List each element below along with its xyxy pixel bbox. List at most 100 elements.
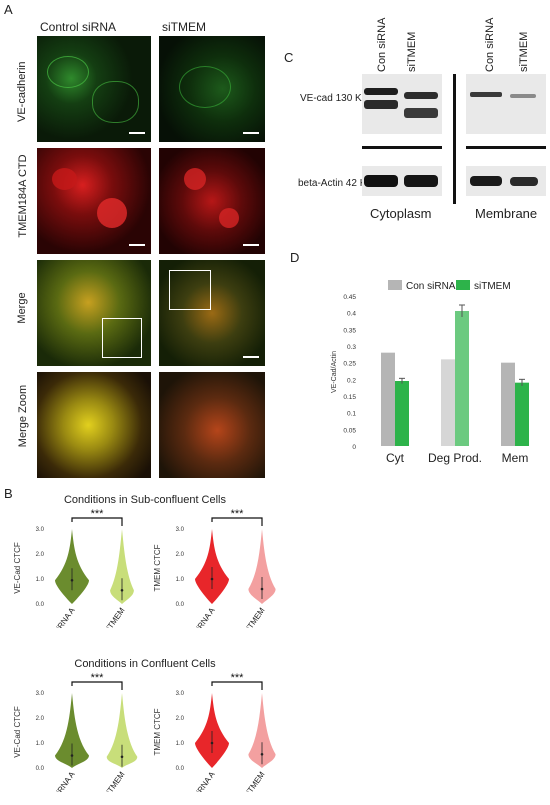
lane-label-mem-sitmem: siTMEM	[518, 31, 530, 72]
y-tick-label: 0.0	[36, 766, 45, 772]
zoom-box	[169, 270, 211, 310]
y-tick-label: 0.15	[343, 394, 356, 401]
y-tick-label: 1.0	[176, 577, 185, 583]
significance-bracket	[71, 517, 123, 526]
median-point	[70, 578, 74, 582]
panel-d-label: D	[290, 250, 300, 265]
row-label-tmem: TMEM184A CTD	[17, 154, 29, 238]
micrograph-vecad-sitmem	[159, 36, 265, 142]
panel-b-label: B	[4, 486, 13, 501]
median-point	[210, 577, 214, 581]
lane-label-cyt-con: Con siRNA	[376, 17, 388, 72]
violin-vecad-subconfluent: VE-Cad CTCF 0.0 1.0 2.0 3.0 *** siRNA A siTMEM	[13, 508, 134, 628]
row-label-vecadherin: VE-cadherin	[16, 61, 28, 122]
y-tick-label: 0.0	[36, 602, 45, 608]
x-category-label: siRNA A	[52, 605, 77, 628]
y-tick-label: 1.0	[176, 741, 185, 747]
y-axis-label: VE-Cad CTCF	[13, 542, 22, 594]
significance-stars: ***	[91, 672, 105, 684]
blot-vecad-membrane	[466, 74, 546, 134]
y-tick-label: 0.45	[343, 294, 356, 301]
y-tick-label: 0.0	[176, 602, 185, 608]
y-tick-label: 0.05	[343, 427, 356, 434]
micrograph-zoom-sitmem	[159, 372, 265, 478]
panel-a-label: A	[4, 2, 13, 17]
micrograph-vecad-control	[37, 36, 151, 142]
x-category-label: siRNA A	[192, 769, 217, 792]
y-tick-label: 0	[352, 444, 356, 451]
blot-actin-cytoplasm	[362, 166, 442, 196]
y-tick-label: 0.2	[347, 377, 356, 384]
micrograph-zoom-control	[37, 372, 151, 478]
bar-cyt-0	[381, 352, 395, 446]
median-point	[120, 588, 124, 592]
significance-stars: ***	[231, 508, 245, 520]
significance-stars: ***	[231, 672, 245, 684]
x-category-label: siTMEM	[242, 770, 266, 792]
fraction-separator	[453, 74, 456, 204]
row-label-merge-zoom: Merge Zoom	[17, 384, 29, 448]
y-axis-label: TMEM CTCF	[153, 708, 162, 755]
scale-bar	[243, 132, 259, 134]
scale-bar	[243, 356, 259, 358]
y-tick-label: 3.0	[36, 527, 45, 533]
violin-shape-1	[248, 529, 276, 604]
divider-line	[362, 146, 442, 149]
violin-shape-1	[106, 693, 138, 768]
violin-shape-0	[55, 693, 89, 768]
band-label-vecad: VE-cad 130 K	[300, 93, 362, 104]
violin-vecad-confluent: VE-Cad CTCF 0.0 1.0 2.0 3.0 *** siRNA A siTMEM	[13, 672, 138, 792]
y-tick-label: 2.0	[36, 716, 45, 722]
bar-mem-0	[501, 362, 515, 446]
violin-shape-0	[195, 529, 229, 604]
bar-mem-1	[515, 382, 529, 446]
x-category-label: siTMEM	[102, 770, 126, 792]
y-tick-label: 0.0	[176, 766, 185, 772]
x-category-label: Mem	[502, 451, 529, 465]
violin-tmem-confluent: TMEM CTCF 0.0 1.0 2.0 3.0 *** siRNA A siTMEM	[153, 672, 276, 792]
y-tick-label: 2.0	[176, 552, 185, 558]
y-tick-label: 0.3	[347, 344, 356, 351]
y-axis-label: TMEM CTCF	[153, 544, 162, 591]
median-point	[260, 752, 264, 756]
micrograph-merge-control	[37, 260, 151, 366]
legend-swatch-0	[388, 280, 402, 290]
y-tick-label: 3.0	[176, 691, 185, 697]
median-point	[260, 587, 264, 591]
divider-line	[466, 146, 546, 149]
micrograph-merge-sitmem	[159, 260, 265, 366]
y-tick-label: 2.0	[36, 552, 45, 558]
y-axis-label: VE-Cad/Actin	[331, 351, 338, 393]
x-category-label: Cyt	[386, 451, 405, 465]
median-point	[70, 754, 74, 757]
bar-cyt-1	[395, 381, 409, 446]
band-label-actin: beta-Actin 42 K	[298, 178, 367, 189]
median-point	[120, 755, 124, 759]
fraction-label-membrane: Membrane	[475, 206, 538, 221]
y-tick-label: 0.25	[343, 361, 356, 368]
blot-actin-membrane	[466, 166, 546, 196]
legend-label-0: Con siRNA	[406, 281, 456, 292]
y-tick-label: 1.0	[36, 741, 45, 747]
micrograph-tmem-sitmem	[159, 148, 265, 254]
y-tick-label: 3.0	[176, 527, 185, 533]
x-category-label: Deg Prod.	[428, 451, 482, 465]
bar-chart-d: Con siRNA siTMEM 0 0.05 0.1 0.15 0.2 0.25 0.3 0.…	[331, 280, 529, 465]
col-header-control: Control siRNA	[40, 20, 117, 34]
x-category-label: siTMEM	[102, 606, 126, 628]
confluent-title: Conditions in Confluent Cells	[74, 658, 216, 670]
y-tick-label: 0.4	[347, 311, 356, 318]
blot-vecad-cytoplasm	[362, 74, 442, 134]
x-category-label: siRNA A	[52, 769, 77, 792]
violin-tmem-subconfluent: TMEM CTCF 0.0 1.0 2.0 3.0 *** siRNA A siTMEM	[153, 508, 276, 628]
significance-bracket	[211, 517, 263, 526]
y-tick-label: 3.0	[36, 691, 45, 697]
x-category-label: siRNA A	[192, 605, 217, 628]
y-tick-label: 0.35	[343, 327, 356, 334]
legend-swatch-1	[456, 280, 470, 290]
legend-label-1: siTMEM	[474, 281, 511, 292]
violin-shape-1	[110, 529, 134, 604]
panel-c-label: C	[284, 50, 294, 65]
significance-bracket	[211, 681, 263, 690]
y-tick-label: 1.0	[36, 577, 45, 583]
